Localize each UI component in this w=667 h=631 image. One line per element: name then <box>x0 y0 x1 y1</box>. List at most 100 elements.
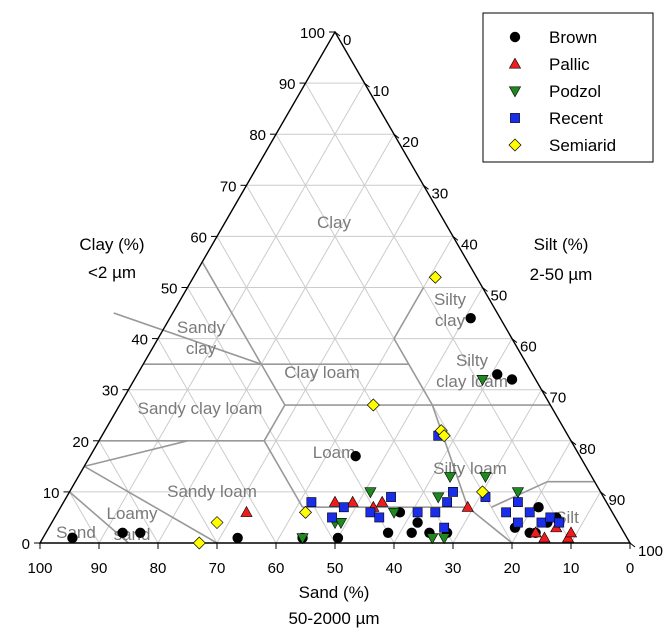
semiarid-point-8 <box>428 270 442 284</box>
silt-tick-60 <box>511 338 518 343</box>
legend-label-pallic: Pallic <box>549 55 590 74</box>
pallic-point-8 <box>538 531 551 543</box>
silt-tick-label-80: 80 <box>579 441 596 458</box>
class-boundary-2 <box>113 312 262 365</box>
podzol-point-1 <box>296 533 309 545</box>
silt-tick-label-60: 60 <box>520 339 537 356</box>
pallic-point-7 <box>529 526 542 538</box>
class-boundary-0 <box>201 261 262 365</box>
pallic-point-3 <box>346 495 359 507</box>
legend-label-recent: Recent <box>549 109 603 128</box>
podzol-point-12 <box>476 374 489 386</box>
semiarid-point-4 <box>476 485 489 499</box>
clay-tick-label-20: 20 <box>72 434 89 451</box>
recent-point-19 <box>554 517 565 528</box>
legend-marker-pallic <box>508 57 522 69</box>
class-boundary-16 <box>467 506 513 544</box>
texture-class-boundaries <box>68 261 595 544</box>
semiarid-point-1 <box>192 536 206 550</box>
brown-point-1 <box>67 532 78 544</box>
sand-tick-label-10: 10 <box>563 560 580 577</box>
class-boundary-21 <box>84 440 188 468</box>
sand-tick-label-60: 60 <box>268 560 285 577</box>
silt-tick-label-40: 40 <box>461 236 478 253</box>
recent-point-4 <box>365 507 376 518</box>
brown-point-6 <box>332 532 344 544</box>
recent-point-3 <box>338 502 349 513</box>
legend-marker-semiarid <box>508 138 522 152</box>
class-label-silty-clay-line-2: clay <box>435 311 466 330</box>
clay-tick-label-40: 40 <box>131 332 148 349</box>
class-label-sandy-loam: Sandy loam <box>167 482 257 501</box>
recent-point-9 <box>430 507 441 518</box>
class-label-silty-clay-loam-line-1: Silty <box>456 351 489 370</box>
sand-tick-label-20: 20 <box>504 560 521 577</box>
silt-tick-70 <box>541 389 547 395</box>
class-label-sandy-clay-loam: Sandy clay loam <box>138 399 263 418</box>
class-label-silty-clay-loam-line-2: clay loam <box>436 372 508 391</box>
legend-label-semiarid: Semiarid <box>549 136 616 155</box>
silt-tick-100 <box>629 542 636 548</box>
class-boundary-10 <box>263 404 286 442</box>
recent-point-6 <box>386 492 396 502</box>
podzol-point-7 <box>438 533 451 545</box>
gridline-silt-50 <box>334 287 483 544</box>
recent-point-2 <box>327 512 337 523</box>
brown-point-9 <box>412 517 423 528</box>
recent-point-10 <box>442 497 452 508</box>
podzol-point-5 <box>387 507 401 519</box>
class-boundary-14 <box>431 404 469 508</box>
semiarid-point-6 <box>437 429 451 443</box>
silt-tick-label-20: 20 <box>402 134 419 151</box>
recent-point-13 <box>501 507 511 518</box>
silt-tick-40 <box>452 236 459 241</box>
class-label-silty-clay-line-1: Silty <box>434 290 467 309</box>
pallic-point-2 <box>328 495 342 507</box>
brown-point-22 <box>492 369 503 380</box>
silt-tick-90 <box>600 491 606 497</box>
silt-tick-label-10: 10 <box>373 83 390 100</box>
gridline-sand-70 <box>128 389 218 544</box>
silt-tick-label-0: 0 <box>343 32 351 49</box>
podzol-point-6 <box>426 533 439 545</box>
class-boundary-5 <box>393 338 434 406</box>
brown-point-21 <box>465 312 476 324</box>
gridline-silt-70 <box>452 389 542 544</box>
gridline-silt-90 <box>570 491 601 544</box>
recent-point-15 <box>512 497 523 508</box>
series-podzol <box>296 374 525 545</box>
recent-point-7 <box>412 507 423 518</box>
silt-tick-0 <box>334 31 341 37</box>
data-points <box>67 270 578 550</box>
silt-tick-80 <box>570 440 577 446</box>
silt-tick-label-50: 50 <box>491 288 508 305</box>
recent-point-16 <box>524 507 535 518</box>
recent-point-17 <box>536 517 547 528</box>
recent-point-11 <box>448 486 458 497</box>
legend-label-brown: Brown <box>549 28 597 47</box>
sand-tick-label-80: 80 <box>150 560 167 577</box>
sand-tick-label-70: 70 <box>209 560 226 577</box>
class-label-clay-loam: Clay loam <box>284 363 360 382</box>
podzol-point-10 <box>479 472 492 483</box>
clay-tick-label-90: 90 <box>279 76 296 93</box>
sand-axis-unit: 50-2000 µm <box>288 609 379 628</box>
clay-tick-label-30: 30 <box>102 383 119 400</box>
legend-marker-recent <box>510 113 520 123</box>
silt-axis-unit: 2-50 µm <box>530 265 593 284</box>
semiarid-point-3 <box>299 505 312 519</box>
podzol-point-8 <box>432 492 445 504</box>
silt-tick-50 <box>482 287 488 292</box>
pallic-point-5 <box>376 495 389 507</box>
semiarid-point-2 <box>210 516 224 530</box>
silt-tick-label-90: 90 <box>609 492 626 509</box>
clay-tick-label-100: 100 <box>300 25 325 42</box>
brown-point-8 <box>406 527 417 538</box>
class-label-sandy-clay-line-1: Sandy <box>177 318 226 337</box>
class-boundary-1 <box>393 287 425 339</box>
series-semiarid <box>192 270 489 550</box>
sand-tick-label-90: 90 <box>91 560 108 577</box>
recent-point-8 <box>439 522 450 533</box>
recent-point-1 <box>306 497 317 508</box>
silt-tick-20 <box>393 133 400 139</box>
